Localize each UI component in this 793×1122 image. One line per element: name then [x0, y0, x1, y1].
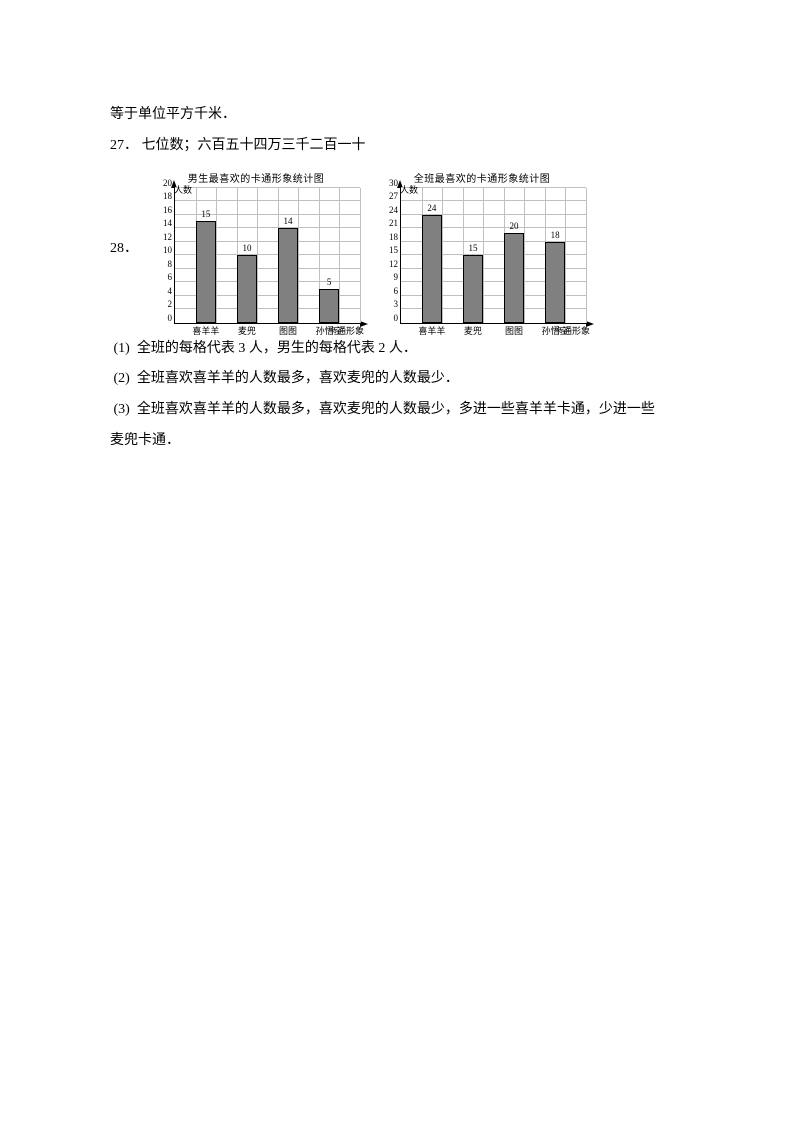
sub1-label: (1) — [114, 341, 130, 356]
y-axis-label: 人数 — [174, 186, 192, 195]
chart-class: 全班最喜欢的卡通形象统计图03691215182124273024喜羊羊15麦兜… — [378, 170, 586, 324]
x-tick-label: 麦兜 — [464, 327, 482, 337]
bar — [545, 242, 566, 323]
q28-label: 28． — [110, 237, 138, 257]
sub2: (2) 全班喜欢喜羊羊的人数最多，喜欢麦兜的人数最少． — [110, 364, 683, 395]
q28-row: 28． 男生最喜欢的卡通形象统计图0246810121416182015喜羊羊1… — [110, 170, 683, 324]
bar-value-label: 24 — [427, 204, 436, 213]
x-tick-label: 麦兜 — [238, 327, 256, 337]
charts: 男生最喜欢的卡通形象统计图0246810121416182015喜羊羊10麦兜1… — [152, 170, 586, 324]
bar-value-label: 10 — [242, 244, 251, 253]
q27: 27． 七位数；六百五十四万三千二百一十 — [110, 131, 683, 162]
sub3-a: (3) 全班喜欢喜羊羊的人数最多，喜欢麦兜的人数最少，多进一些喜羊羊卡通，少进一… — [110, 395, 683, 426]
q27-text: 七位数；六百五十四万三千二百一十 — [142, 138, 366, 153]
bar-value-label: 14 — [284, 217, 293, 226]
bar — [422, 215, 443, 323]
x-tick-label: 图图 — [279, 327, 297, 337]
chart-title: 男生最喜欢的卡通形象统计图 — [152, 170, 360, 185]
chart-boys: 男生最喜欢的卡通形象统计图0246810121416182015喜羊羊10麦兜1… — [152, 170, 360, 324]
bar-value-label: 18 — [551, 231, 560, 240]
sub1: (1) 全班的每格代表 3 人，男生的每格代表 2 人． — [110, 334, 683, 365]
bar-value-label: 20 — [510, 222, 519, 231]
bar — [196, 221, 217, 322]
x-axis-label: 卡通形象 — [554, 324, 590, 337]
x-tick-label: 喜羊羊 — [418, 327, 445, 337]
bar — [504, 233, 525, 323]
bar — [463, 255, 484, 323]
chart-title: 全班最喜欢的卡通形象统计图 — [378, 170, 586, 185]
sub1-text: 全班的每格代表 3 人，男生的每格代表 2 人． — [137, 341, 417, 356]
line-top: 等于单位平方千米． — [110, 100, 683, 131]
sub2-label: (2) — [114, 371, 130, 386]
q27-label: 27． — [110, 138, 138, 153]
bar — [237, 255, 258, 323]
bar-value-label: 15 — [468, 244, 477, 253]
bar-value-label: 15 — [201, 210, 210, 219]
x-tick-label: 图图 — [505, 327, 523, 337]
bar-value-label: 5 — [327, 278, 332, 287]
sub3-label: (3) — [114, 402, 130, 417]
y-axis-label: 人数 — [400, 186, 418, 195]
x-tick-label: 喜羊羊 — [192, 327, 219, 337]
bar — [278, 228, 299, 323]
sub2-text: 全班喜欢喜羊羊的人数最多，喜欢麦兜的人数最少． — [137, 371, 459, 386]
bar — [319, 289, 340, 323]
sub3-text-a: 全班喜欢喜羊羊的人数最多，喜欢麦兜的人数最少，多进一些喜羊羊卡通，少进一些 — [137, 402, 655, 417]
x-axis-label: 卡通形象 — [328, 324, 364, 337]
sub3-b: 麦兜卡通． — [110, 426, 683, 457]
